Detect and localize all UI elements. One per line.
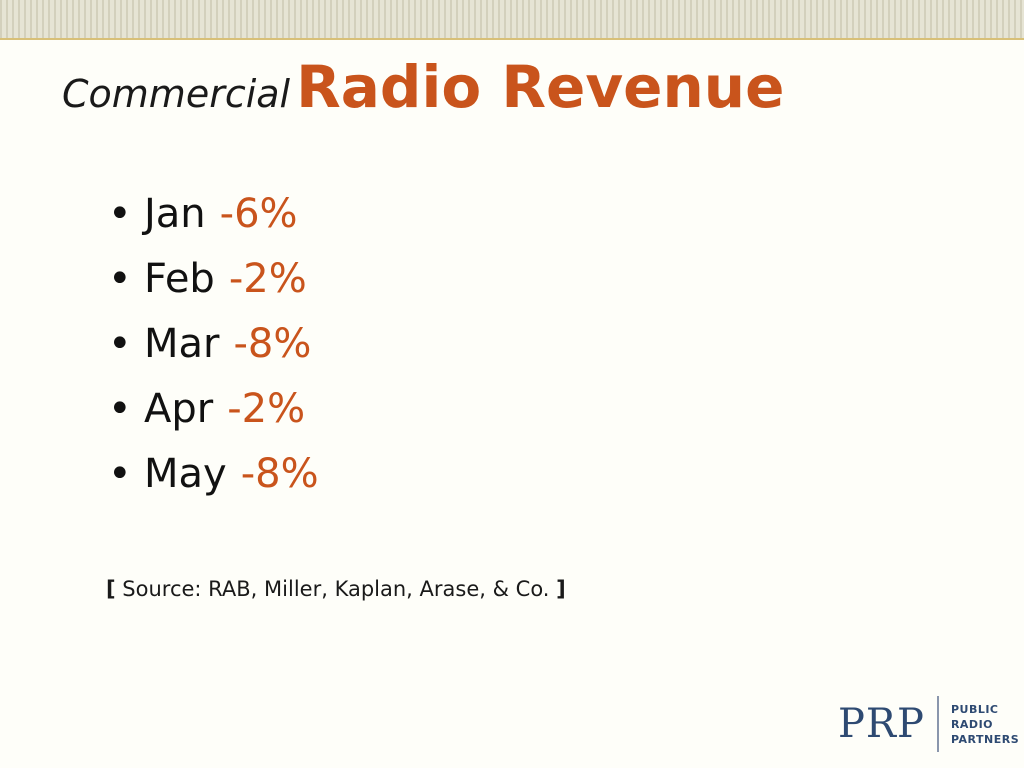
title-main: Radio Revenue	[296, 53, 785, 121]
logo-wordmark: PUBLIC RADIO PARTNERS	[951, 702, 1019, 747]
logo-line-partners: PARTNERS	[950, 732, 1020, 746]
bullet-icon: •	[108, 256, 132, 302]
source-close-bracket: ]	[556, 577, 566, 601]
bullet-month: Mar	[144, 321, 220, 367]
bullet-icon: •	[108, 191, 132, 237]
bullet-month: Feb	[144, 256, 215, 302]
bullet-item-apr: • Apr -2%	[108, 379, 319, 444]
source-text: Source: RAB, Miller, Kaplan, Arase, & Co…	[122, 577, 550, 601]
bullet-month: Apr	[144, 386, 214, 432]
header-band	[0, 0, 1024, 38]
logo-divider	[936, 696, 939, 752]
header-rule	[0, 38, 1024, 40]
prp-logo: PRP PUBLIC RADIO PARTNERS	[838, 694, 1019, 754]
bullet-value: -2%	[228, 256, 307, 302]
bullet-item-jan: • Jan -6%	[108, 184, 319, 249]
slide-title: Commercial Radio Revenue	[62, 58, 784, 116]
bullet-month: Jan	[144, 191, 206, 237]
bullet-icon: •	[108, 451, 132, 497]
logo-line-radio: RADIO	[950, 717, 994, 731]
bullet-item-may: • May -8%	[108, 444, 319, 509]
bullet-icon: •	[108, 321, 132, 367]
bullet-item-mar: • Mar -8%	[108, 314, 319, 379]
bullet-value: -8%	[240, 451, 319, 497]
bullet-icon: •	[108, 386, 132, 432]
bullet-month: May	[144, 451, 227, 497]
bullet-item-feb: • Feb -2%	[108, 249, 319, 314]
logo-mark: PRP	[838, 701, 925, 747]
bullet-value: -2%	[227, 386, 306, 432]
title-prefix: Commercial	[62, 72, 291, 116]
bullet-value: -6%	[219, 191, 298, 237]
source-open-bracket: [	[106, 577, 116, 601]
bullet-list: • Jan -6% • Feb -2% • Mar -8% • Apr -2% • May -8%	[108, 184, 319, 509]
bullet-value: -8%	[233, 321, 312, 367]
source-note: [ Source: RAB, Miller, Kaplan, Arase, & …	[106, 577, 566, 601]
logo-line-public: PUBLIC	[950, 702, 999, 716]
